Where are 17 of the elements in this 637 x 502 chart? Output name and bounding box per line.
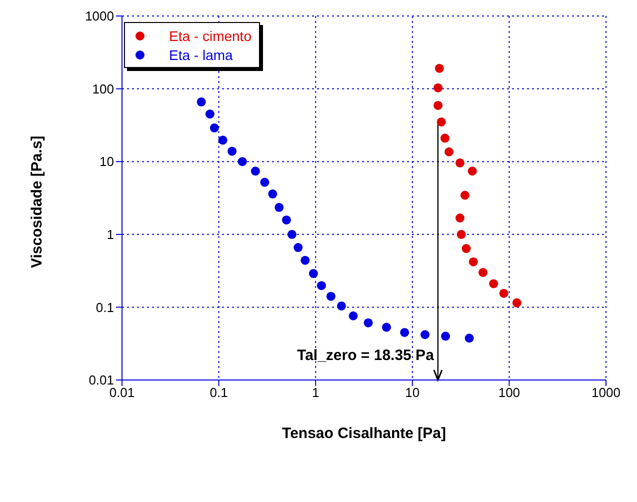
- y-tick-label: 0.01: [88, 372, 114, 388]
- x-tick-label: 0.1: [210, 385, 228, 400]
- legend-label: Eta - lama: [169, 46, 233, 62]
- x-tick-label: 100: [498, 385, 520, 400]
- y-tick-label: 10: [100, 154, 114, 170]
- x-tick-label: 0.01: [109, 385, 135, 400]
- x-tick-label: 1000: [592, 385, 620, 400]
- x-axis-title: Tensao Cisalhante [Pa]: [282, 425, 446, 442]
- y-tick-label: 0.1: [96, 300, 114, 315]
- annotation: Tal_zero = 18.35 Pa: [297, 347, 435, 364]
- y-tick-label: 1000: [85, 8, 114, 24]
- y-tick-label: 100: [92, 81, 114, 96]
- legend-label: Eta - cimento: [169, 28, 252, 44]
- y-tick-label: 1: [106, 227, 114, 242]
- x-tick-label: 10: [405, 385, 420, 400]
- x-tick-label: 1: [312, 385, 320, 400]
- y-axis-title: Viscosidade [Pa.s]: [28, 136, 46, 268]
